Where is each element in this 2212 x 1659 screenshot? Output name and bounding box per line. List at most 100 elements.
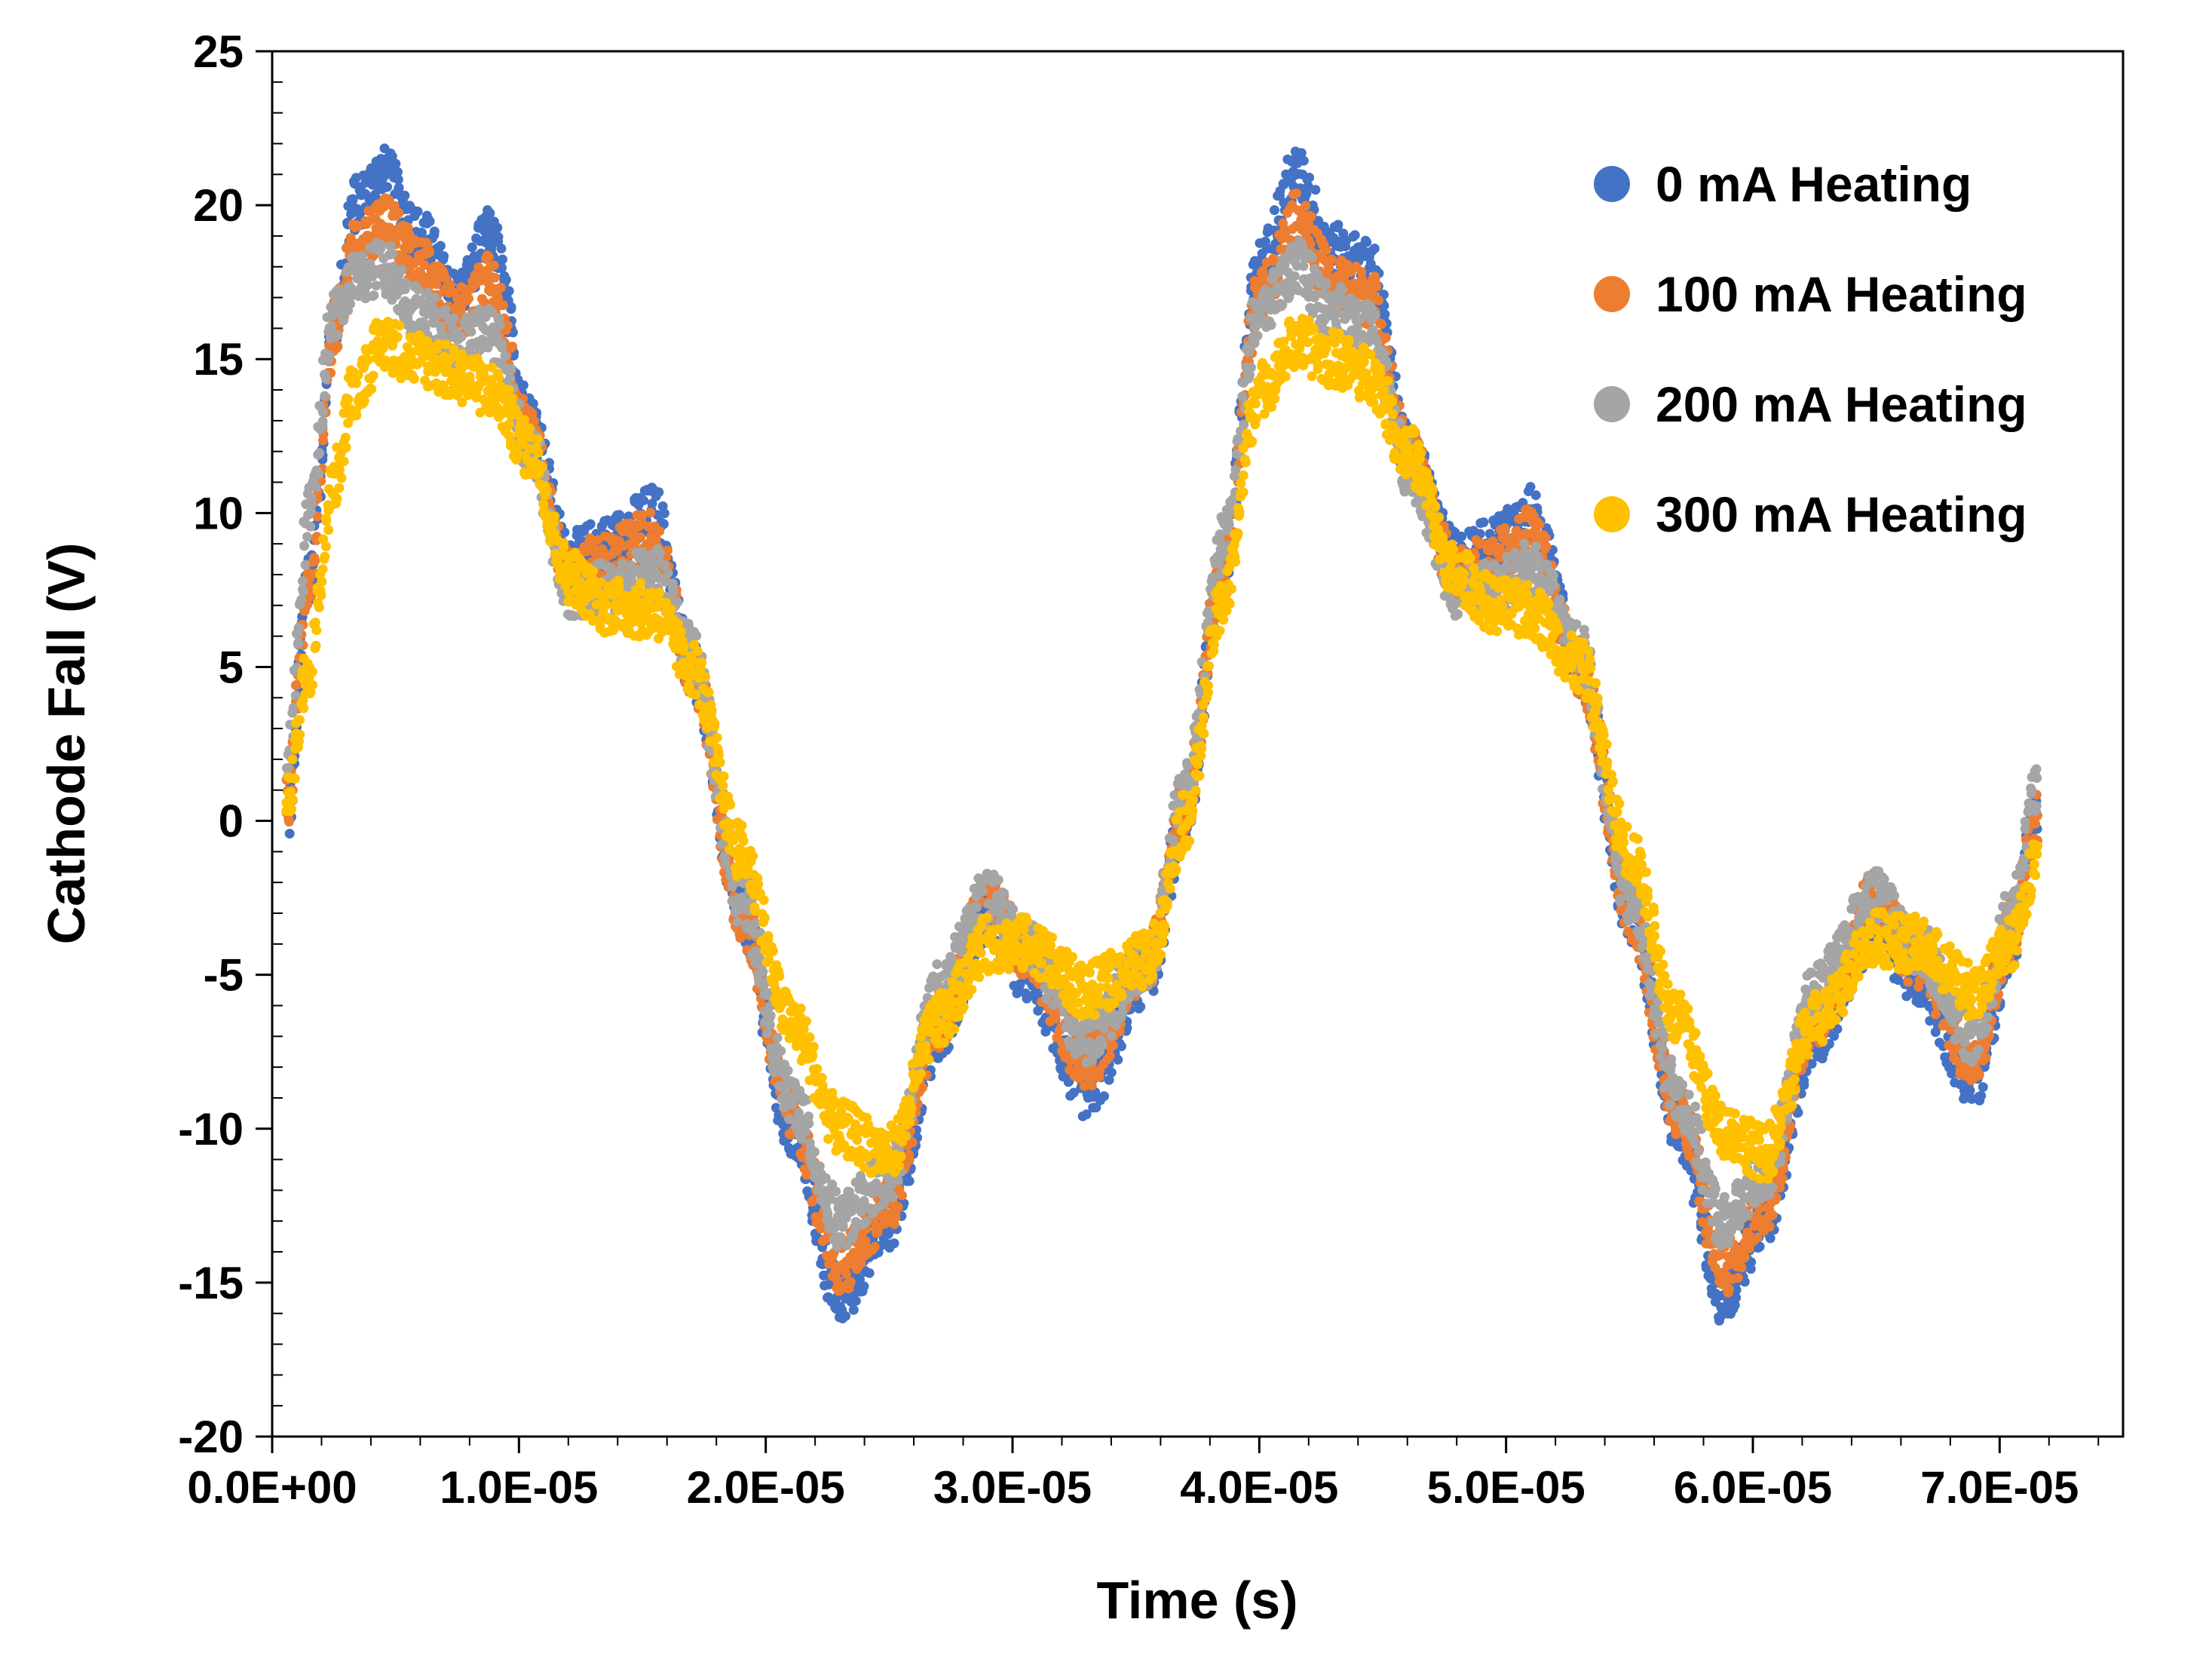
data-point [412,207,423,216]
data-point [1356,266,1367,277]
data-point [400,190,410,201]
data-point [1086,1081,1097,1091]
data-point [387,151,397,161]
data-point [1094,1072,1104,1082]
data-point [1369,244,1380,253]
data-point [848,1305,859,1315]
data-point [1965,1085,1975,1096]
data-point [394,182,404,193]
data-point [1371,281,1382,292]
data-point [1106,1067,1117,1078]
data-point [1534,519,1545,529]
data-point [1321,245,1331,256]
data-point [1326,254,1337,265]
data-point [495,282,506,293]
data-point [1303,181,1313,192]
data-point [1113,1054,1123,1065]
data-point [1541,541,1552,552]
data-point [1310,185,1321,195]
data-point [654,487,664,498]
data-point [654,526,665,536]
data-point [645,508,656,518]
data-point [1300,192,1310,202]
data-point [824,1279,835,1289]
data-point [864,1268,875,1278]
data-point [1291,188,1301,198]
data-point [835,1301,845,1311]
data-point [348,194,358,204]
data-point [497,262,507,273]
data-point [1745,1264,1756,1274]
data-point [1525,482,1536,492]
data-point [1108,1040,1118,1050]
data-point [1081,1109,1092,1120]
data-point [493,232,504,242]
data-point [1298,155,1309,166]
data-point [467,242,477,253]
data-point [1374,295,1383,305]
data-point [904,1176,915,1186]
data-point [492,222,503,233]
data-point [1333,219,1343,230]
data-point [1376,319,1386,330]
data-point [659,508,669,519]
data-point [647,498,657,509]
data-point [559,527,570,538]
data-point [393,167,403,177]
data-point [1500,523,1510,533]
data-point [1296,148,1307,158]
data-point [1976,1090,1987,1101]
data-point [391,158,401,169]
data-point [1764,1222,1775,1232]
data-point [1380,309,1390,320]
data-point [1116,1041,1126,1051]
data-point [1540,532,1551,543]
data-point [290,680,301,691]
data-point [1530,490,1541,501]
data-point [1270,205,1279,216]
data-point [1380,333,1391,343]
data-point [435,241,446,251]
data-point [485,208,495,219]
data-point [850,1296,861,1306]
data-point [518,380,528,391]
data-point [1736,1262,1747,1273]
data-point [1104,1075,1114,1085]
data-point [393,174,403,185]
data-point [506,304,516,314]
data-point [859,1281,869,1292]
data-point [498,254,507,265]
data-point [584,520,595,530]
data-point [845,1277,856,1287]
data-point [439,251,449,262]
data-point [1733,1273,1743,1283]
data-point [658,519,669,529]
data-point [284,829,295,839]
data-point [841,1311,851,1321]
data-point [1362,237,1372,247]
series-layer [281,143,2043,1326]
data-point [1301,201,1311,211]
data-point [498,300,508,311]
data-point [1091,1102,1101,1113]
data-point [869,1241,880,1252]
data-point [1350,230,1360,241]
data-point [1099,1091,1109,1102]
data-point [1739,1252,1750,1262]
data-point [1104,1050,1115,1061]
data-point [504,286,514,296]
data-point [614,510,625,520]
data-point [893,1201,903,1212]
data-point [496,244,507,254]
data-point [1478,517,1489,528]
data-point [872,1227,883,1237]
data-point [489,260,499,271]
data-point [1724,1283,1734,1294]
data-point [462,295,473,305]
data-point [309,553,320,563]
data-point [1306,211,1316,222]
data-point [860,1236,871,1246]
data-point [1799,1080,1809,1090]
